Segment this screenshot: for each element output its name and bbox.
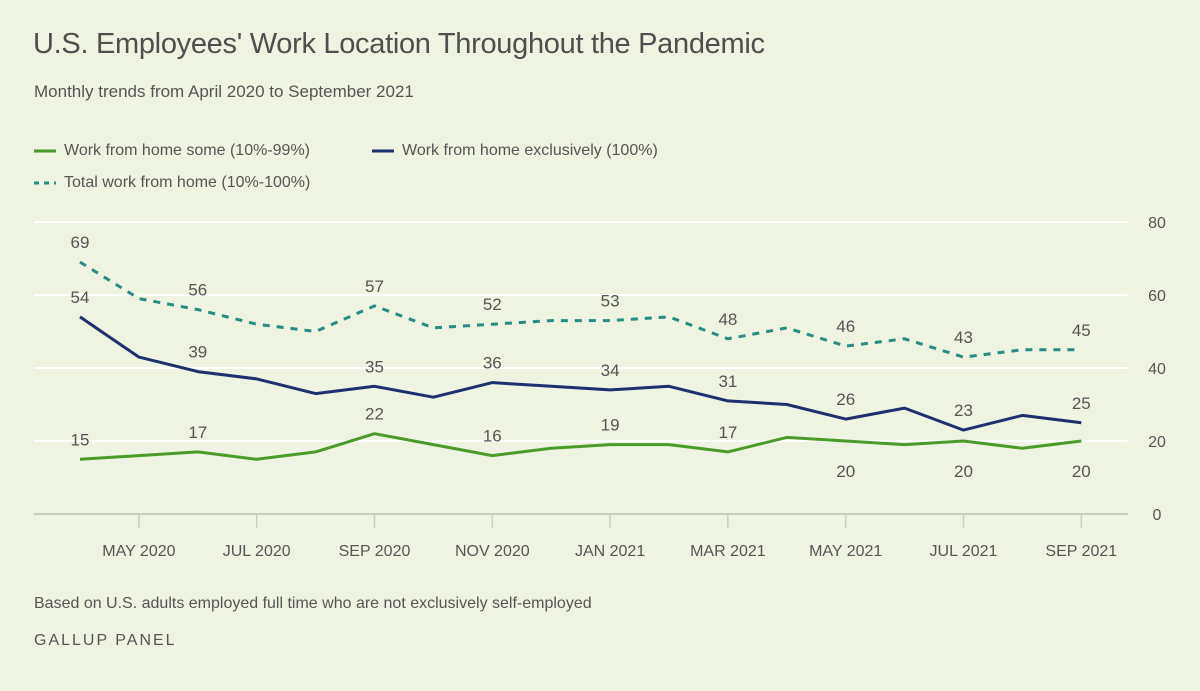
legend-swatch-total — [34, 181, 56, 185]
data-label-exclusive: 54 — [71, 288, 90, 307]
x-tick-label: MAY 2020 — [102, 543, 175, 560]
data-label-some: 16 — [483, 427, 502, 446]
data-label-some: 17 — [718, 423, 737, 442]
x-axis-labels: MAY 2020 JUL 2020 SEP 2020 NOV 2020 JAN 2021… — [102, 543, 1117, 560]
legend-item-some: Work from home some (10%-99%) — [34, 142, 310, 160]
data-label-total: 53 — [601, 292, 620, 311]
data-labels: 15 17 22 16 19 17 20 20 20 54 39 35 36 34 31 26 23 25 69 56… — [71, 233, 1091, 481]
x-tick-label: MAR 2021 — [690, 543, 766, 560]
data-label-exclusive: 34 — [601, 361, 620, 380]
x-tick-label: SEP 2021 — [1045, 543, 1117, 560]
data-label-total: 69 — [71, 233, 90, 252]
x-axis-ticks — [138, 514, 1083, 528]
legend-swatch-some — [34, 149, 56, 153]
series-line-exclusive — [79, 315, 1082, 432]
x-tick-label: NOV 2020 — [455, 543, 530, 560]
data-label-total: 46 — [836, 317, 855, 336]
data-label-total: 43 — [954, 328, 973, 347]
y-tick-label-80: 80 — [1148, 215, 1166, 232]
data-label-total: 56 — [188, 281, 207, 300]
data-label-some: 19 — [601, 416, 620, 435]
x-tick-label: MAY 2021 — [809, 543, 882, 560]
y-tick-label-0: 0 — [1153, 507, 1162, 524]
data-label-some: 20 — [1072, 462, 1091, 481]
data-label-total: 52 — [483, 295, 502, 314]
chart-title: U.S. Employees' Work Location Throughout… — [33, 28, 765, 60]
y-axis-labels: 0 20 40 60 80 — [1148, 215, 1166, 524]
data-label-total: 57 — [365, 277, 384, 296]
legend-item-exclusive: Work from home exclusively (100%) — [372, 142, 658, 160]
data-label-some: 17 — [188, 423, 207, 442]
y-tick-label-60: 60 — [1148, 288, 1166, 305]
gridlines — [34, 221, 1128, 515]
data-label-exclusive: 35 — [365, 357, 384, 376]
legend-item-total: Total work from home (10%-100%) — [34, 174, 310, 192]
data-label-total: 48 — [718, 310, 737, 329]
legend-label-total: Total work from home (10%-100%) — [64, 174, 311, 191]
y-tick-label-40: 40 — [1148, 361, 1166, 378]
data-label-exclusive: 23 — [954, 401, 973, 420]
x-tick-label: JUL 2020 — [223, 543, 291, 560]
footnote: Based on U.S. adults employed full time … — [34, 595, 592, 612]
x-tick-label: JAN 2021 — [575, 543, 645, 560]
legend-swatch-exclusive — [372, 149, 394, 153]
data-label-exclusive: 36 — [483, 354, 502, 373]
legend-label-some: Work from home some (10%-99%) — [64, 142, 310, 159]
y-tick-label-20: 20 — [1148, 434, 1166, 451]
source-label: GALLUP PANEL — [34, 632, 177, 649]
legend-label-exclusive: Work from home exclusively (100%) — [402, 142, 658, 159]
data-label-some: 22 — [365, 405, 384, 424]
data-label-exclusive: 31 — [718, 372, 737, 391]
x-tick-label: SEP 2020 — [339, 543, 411, 560]
chart-subtitle: Monthly trends from April 2020 to Septem… — [34, 82, 414, 101]
series-line-total — [79, 260, 1082, 359]
data-label-total: 45 — [1072, 321, 1091, 340]
data-label-exclusive: 25 — [1072, 394, 1091, 413]
data-label-exclusive: 39 — [188, 343, 207, 362]
data-label-some: 20 — [954, 462, 973, 481]
data-label-some: 20 — [836, 462, 855, 481]
series-lines — [79, 260, 1082, 461]
x-tick-label: JUL 2021 — [930, 543, 998, 560]
series-line-some — [79, 432, 1082, 461]
data-label-some: 15 — [71, 430, 90, 449]
data-label-exclusive: 26 — [836, 390, 855, 409]
